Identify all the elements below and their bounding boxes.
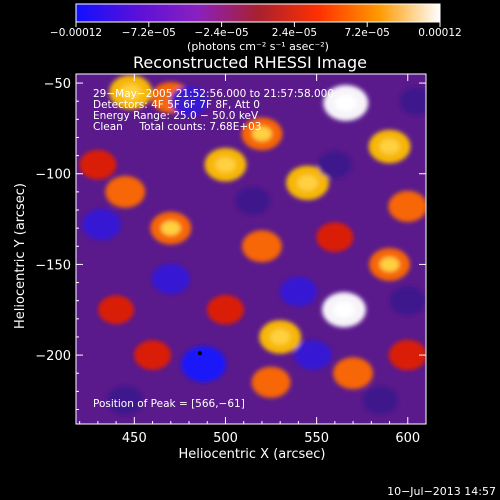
- x-axis-label: Heliocentric X (arcsec): [179, 447, 326, 462]
- negative-blob: [294, 340, 332, 370]
- emission-core: [252, 126, 272, 142]
- annotation-detectors: Detectors: 4F 5F 6F 7F 8F, Att 0: [93, 99, 260, 111]
- negative-blob: [279, 276, 317, 307]
- emission-blob: [251, 366, 291, 398]
- emission-blob: [98, 295, 135, 325]
- emission-blob: [134, 340, 172, 370]
- colorbar: [75, 3, 441, 23]
- colorbar-tick-label: −2.4e−05: [195, 27, 249, 39]
- chart-title: Reconstructed RHESSI Image: [133, 53, 367, 72]
- emission-core: [333, 301, 355, 318]
- axis-ticks: 450 500 550 600 −50 −100 −150 −200: [35, 74, 427, 446]
- y-tick-label: −100: [35, 168, 71, 183]
- emission-blob: [79, 149, 117, 180]
- annotation-time: 29−May−2005 21:52:56.000 to 21:57:58.000: [93, 88, 334, 100]
- colorbar-tick-label: 2.4e−05: [272, 27, 317, 39]
- x-tick-label: 600: [395, 431, 420, 446]
- y-tick-label: −200: [35, 349, 71, 364]
- emission-blob: [388, 339, 426, 371]
- emission-blob: [105, 175, 146, 208]
- plot-frame: [75, 73, 427, 425]
- annotation-peak-position: Position of Peak = [566,−61]: [93, 398, 245, 410]
- colorbar-tick-label: 0.00012: [418, 27, 461, 39]
- emission-blob: [316, 222, 354, 253]
- peak-marker: [197, 351, 202, 356]
- footer-date: 10−Jul−2013 14:57: [387, 485, 496, 498]
- emission-blob: [333, 357, 374, 390]
- emission-blob: [388, 190, 426, 222]
- negative-blob: [181, 346, 227, 383]
- emission-core: [215, 157, 236, 173]
- x-tick-label: 550: [304, 431, 329, 446]
- negative-blob: [389, 286, 426, 316]
- emission-core: [297, 175, 318, 191]
- negative-blob: [170, 86, 208, 117]
- negative-blob: [235, 186, 271, 215]
- emission-blob: [241, 230, 282, 263]
- emission-blob: [206, 294, 244, 325]
- y-tick-label: −50: [44, 77, 71, 92]
- colorbar-ticks: −0.00012 −7.2e−05 −2.4e−05 2.4e−05 7.2e−05 0.…: [50, 22, 462, 39]
- y-tick-label: −150: [35, 258, 71, 273]
- emission-core: [160, 220, 181, 236]
- negative-blob: [151, 263, 190, 295]
- annotation-clean: Clean Total counts: 7.68E+03: [93, 121, 262, 133]
- emission-core: [120, 84, 142, 100]
- negative-blob: [362, 386, 398, 415]
- emission-core: [379, 138, 400, 155]
- y-axis-label: Heliocentric Y (arcsec): [13, 183, 28, 329]
- heatmap-image: [76, 74, 426, 424]
- colorbar-unit-label: (photons cm⁻² s⁻¹ asec⁻²): [187, 40, 329, 53]
- emission-core: [379, 257, 400, 272]
- negative-blob: [107, 386, 144, 415]
- x-tick-label: 500: [213, 431, 238, 446]
- negative-blob: [82, 208, 122, 241]
- colorbar-tick-label: −7.2e−05: [122, 27, 176, 39]
- annotation-energy: Energy Range: 25.0 − 50.0 keV: [93, 110, 259, 122]
- x-tick-label: 450: [122, 431, 147, 446]
- colorbar-tick-label: 7.2e−05: [345, 27, 390, 39]
- emission-core: [334, 94, 357, 112]
- negative-blob: [317, 151, 352, 179]
- emission-core: [270, 329, 291, 345]
- colorbar-tick-label: −0.00012: [50, 27, 102, 39]
- negative-blob: [399, 87, 426, 116]
